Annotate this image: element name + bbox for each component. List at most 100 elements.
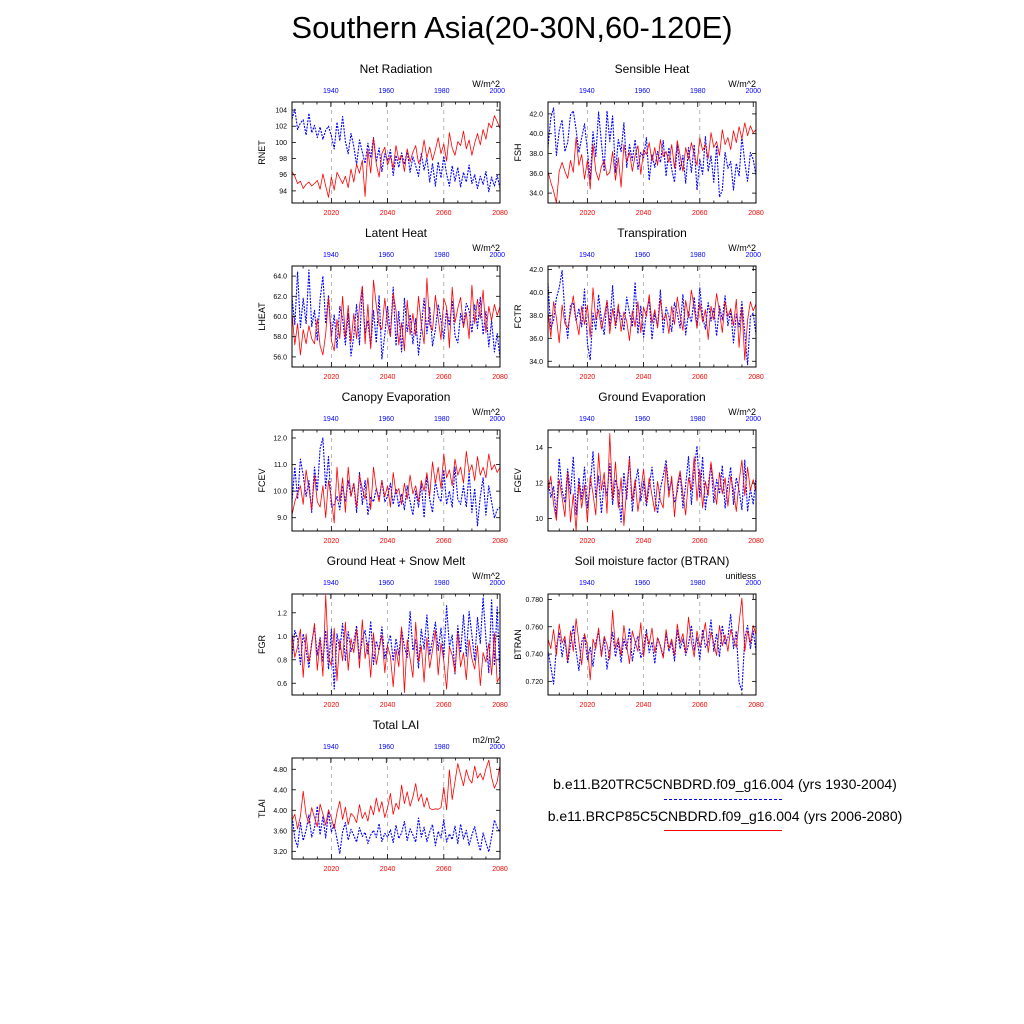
units-label: W/m^2 <box>728 407 756 417</box>
y-axis-label: FGEV <box>513 468 523 493</box>
x-tick-label-bottom: 2020 <box>580 702 596 709</box>
x-tick-label-top: 1940 <box>579 580 595 587</box>
y-tick-label: 56.0 <box>273 354 287 361</box>
x-tick-label-bottom: 2080 <box>492 702 508 709</box>
x-tick-label-top: 1940 <box>323 744 339 751</box>
plot-frame <box>547 429 757 532</box>
x-tick-label-top: 1980 <box>690 416 706 423</box>
y-tick-label: 40.0 <box>529 290 543 297</box>
x-tick-label-bottom: 2080 <box>492 374 508 381</box>
x-tick-label-bottom: 2040 <box>380 702 396 709</box>
panel-2: Sensible Heat W/m^2 FSH 34.0 36.0 38.0 40.0 42.… <box>513 62 764 217</box>
x-tick-label-top: 1980 <box>434 416 450 423</box>
x-tick-label-top: 1980 <box>690 580 706 587</box>
y-tick-label: 34.0 <box>529 359 543 366</box>
plot-frame <box>547 101 757 204</box>
series-line-future <box>291 594 501 694</box>
legend-historical-line <box>664 799 782 800</box>
y-axis-label: FCEV <box>257 468 267 492</box>
x-tick-label-bottom: 2040 <box>636 210 652 217</box>
panel-1: Net Radiation W/m^2 RNET 94 96 98 100 102 104 202… <box>257 62 508 217</box>
panel-title: Latent Heat <box>365 226 428 240</box>
x-tick-label-top: 1940 <box>579 88 595 95</box>
y-tick-label: 0.6 <box>277 681 287 688</box>
x-tick-label-top: 1940 <box>579 416 595 423</box>
panel-title: Ground Evaporation <box>598 390 705 404</box>
panel-title: Net Radiation <box>360 62 433 76</box>
y-axis-label: TLAI <box>257 799 267 818</box>
units-label: m2/m2 <box>472 735 500 745</box>
legend-historical-label: b.e11.B20TRC5CNBDRD.f09_g16.004 (yrs 193… <box>553 776 897 792</box>
x-tick-label-bottom: 2060 <box>692 374 708 381</box>
panel-6: Ground Evaporation W/m^2 FGEV 10 12 14 2020 204… <box>513 390 764 545</box>
x-tick-label-top: 1980 <box>434 744 450 751</box>
x-tick-label-top: 1960 <box>635 580 651 587</box>
panel-3: Latent Heat W/m^2 LHEAT 56.0 58.0 60.0 62.0 64.… <box>257 226 508 381</box>
panel-4: Transpiration W/m^2 FCTR 34.0 36.0 38.0 40.0 42… <box>513 226 764 381</box>
x-tick-label-top: 2000 <box>489 580 505 587</box>
series-line-historical <box>547 107 757 198</box>
panel-title: Total LAI <box>373 718 420 732</box>
x-tick-label-bottom: 2040 <box>636 374 652 381</box>
series-line-historical <box>291 437 501 527</box>
y-tick-label: 58.0 <box>273 334 287 341</box>
plot-frame <box>291 593 501 696</box>
panel-title: Ground Heat + Snow Melt <box>327 554 466 568</box>
y-tick-label: 0.8 <box>277 657 287 664</box>
x-tick-label-bottom: 2060 <box>436 866 452 873</box>
series-line-future <box>547 597 757 681</box>
x-tick-label-top: 1980 <box>434 88 450 95</box>
x-tick-label-bottom: 2020 <box>324 702 340 709</box>
plot-frame <box>291 429 501 532</box>
x-tick-label-top: 2000 <box>745 416 761 423</box>
y-tick-label: 38.0 <box>529 151 543 158</box>
units-label: W/m^2 <box>472 243 500 253</box>
y-tick-label: 40.0 <box>529 131 543 138</box>
x-tick-label-top: 1940 <box>323 252 339 259</box>
x-tick-label-top: 2000 <box>745 580 761 587</box>
x-tick-label-bottom: 2040 <box>636 702 652 709</box>
x-tick-label-bottom: 2040 <box>380 210 396 217</box>
panel-title: Transpiration <box>617 226 687 240</box>
x-tick-label-top: 1940 <box>323 580 339 587</box>
x-tick-label-bottom: 2040 <box>380 374 396 381</box>
y-tick-label: 12.0 <box>273 435 287 442</box>
panel-5: Canopy Evaporation W/m^2 FCEV 9.0 10.0 11.0 12… <box>257 390 508 545</box>
y-axis-label: FGR <box>257 635 267 654</box>
y-tick-label: 9.0 <box>277 515 287 522</box>
x-tick-label-top: 1980 <box>690 252 706 259</box>
y-tick-label: 12 <box>535 481 543 488</box>
x-tick-label-top: 2000 <box>489 252 505 259</box>
x-tick-label-bottom: 2060 <box>692 210 708 217</box>
x-tick-label-top: 2000 <box>745 252 761 259</box>
y-tick-label: 14 <box>535 445 543 452</box>
x-tick-label-top: 1940 <box>323 416 339 423</box>
series-line-future <box>291 759 501 830</box>
units-label: W/m^2 <box>472 407 500 417</box>
y-axis-label: FSH <box>513 144 523 162</box>
y-tick-label: 42.0 <box>529 111 543 118</box>
x-tick-label-bottom: 2080 <box>492 538 508 545</box>
x-tick-label-top: 1980 <box>434 252 450 259</box>
x-tick-label-bottom: 2080 <box>492 866 508 873</box>
y-tick-label: 36.0 <box>529 171 543 178</box>
y-tick-label: 0.740 <box>525 652 543 659</box>
x-tick-label-bottom: 2040 <box>636 538 652 545</box>
x-tick-label-bottom: 2080 <box>748 210 764 217</box>
x-tick-label-top: 1960 <box>635 252 651 259</box>
x-tick-label-top: 1960 <box>635 416 651 423</box>
x-tick-label-bottom: 2060 <box>436 210 452 217</box>
x-tick-label-top: 2000 <box>745 88 761 95</box>
panel-9: Total LAI m2/m2 TLAI 3.20 3.60 4.00 4.40 4.80 20… <box>257 718 508 873</box>
x-tick-label-bottom: 2080 <box>492 210 508 217</box>
series-line-historical <box>547 445 757 523</box>
series-line-historical <box>547 270 757 366</box>
series-line-historical <box>291 269 501 360</box>
x-tick-label-top: 2000 <box>489 88 505 95</box>
y-axis-label: BTRAN <box>513 629 523 660</box>
y-tick-label: 98 <box>279 156 287 163</box>
y-tick-label: 3.20 <box>273 849 287 856</box>
x-tick-label-bottom: 2060 <box>692 702 708 709</box>
series-line-future <box>291 450 501 524</box>
